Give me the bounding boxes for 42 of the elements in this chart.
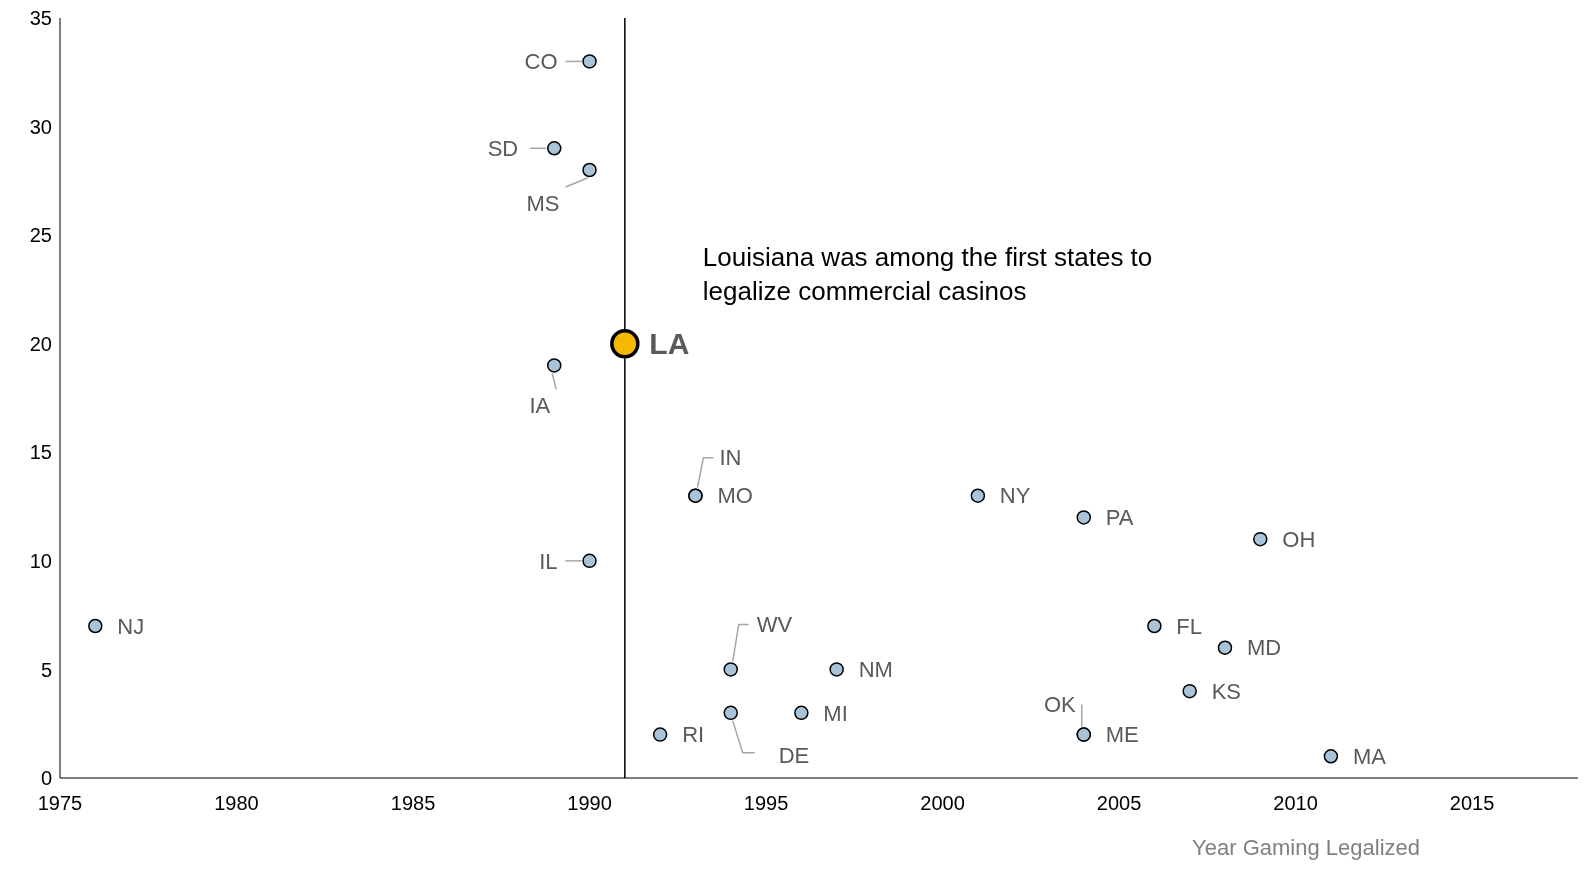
y-tick-label: 0 <box>40 767 52 790</box>
annotation: OK <box>1043 692 1077 718</box>
x-tick-label: 1980 <box>214 792 259 815</box>
annotation: MD <box>1246 635 1282 661</box>
annotation: CO <box>524 49 558 75</box>
annotation: FL <box>1176 613 1203 639</box>
annotation: ME <box>1105 722 1139 748</box>
series-label: LA <box>649 327 690 361</box>
annotation: NJ <box>117 613 145 639</box>
annotation: MO <box>717 483 753 509</box>
x-tick-label: 1995 <box>743 792 789 815</box>
y-tick-label: 15 <box>29 441 52 464</box>
annotation: MS <box>526 190 560 216</box>
x-tick-label: 2010 <box>1273 792 1318 815</box>
annotation: KS <box>1211 678 1242 704</box>
x-tick-label: 1975 <box>37 792 83 815</box>
annotation: MA <box>1352 743 1387 769</box>
y-tick-label: 5 <box>40 658 52 681</box>
x-tick-label: 1985 <box>390 792 436 815</box>
y-tick-label: 20 <box>29 332 52 355</box>
y-tick-label: 35 <box>29 7 52 30</box>
x-tick-label: 2005 <box>1096 792 1142 815</box>
x-tick-label: 1990 <box>567 792 612 815</box>
annotation: DE <box>778 742 810 768</box>
annotation: OH <box>1282 526 1316 552</box>
x-axis-title: Year Gaming Legalized <box>1192 835 1420 860</box>
annotation: RI <box>682 722 705 748</box>
x-tick-label: 2000 <box>920 792 965 815</box>
y-tick-label: 30 <box>29 115 52 138</box>
y-tick-label: 25 <box>29 224 52 247</box>
annotation: NY <box>999 483 1031 509</box>
annotation: WV <box>756 612 793 638</box>
y-tick-label: 10 <box>29 549 52 572</box>
annotation: SD <box>487 135 519 161</box>
x-tick-label: 2015 <box>1449 792 1495 815</box>
annotation: IA <box>529 393 551 419</box>
annotation: IN <box>719 445 742 471</box>
annotation: IL <box>539 548 558 574</box>
annotation: PA <box>1105 505 1134 531</box>
annotation: NM <box>858 657 893 683</box>
annotation: MI <box>823 700 848 726</box>
annotation: Louisiana was among the first states to legalize commercial casinos <box>702 241 1153 306</box>
